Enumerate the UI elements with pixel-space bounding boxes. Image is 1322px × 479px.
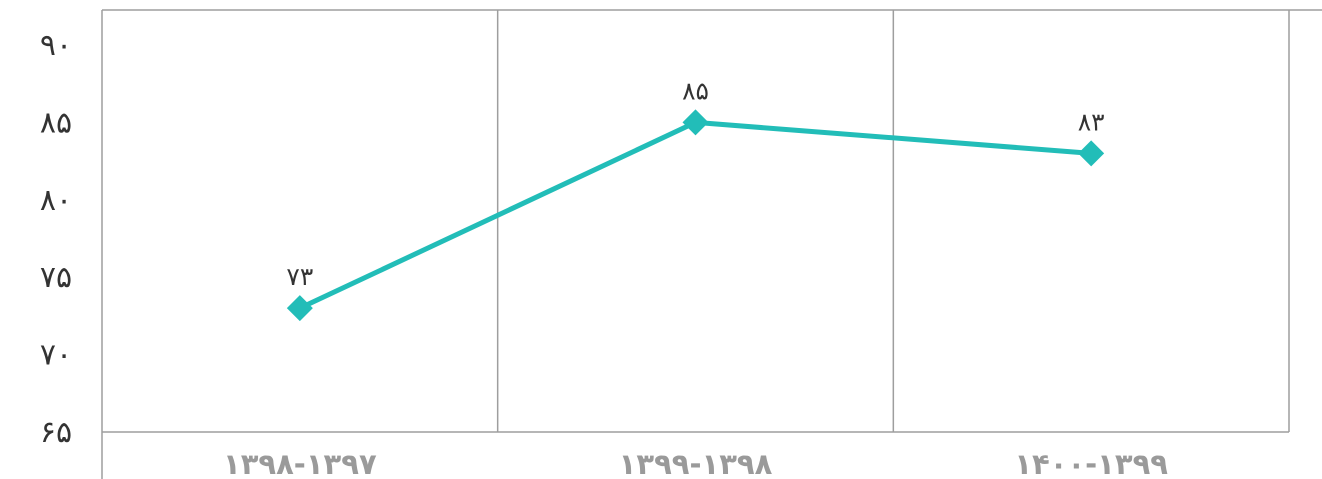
axes bbox=[101, 9, 1322, 479]
series-line bbox=[298, 119, 1092, 311]
data-point-diamond bbox=[286, 295, 313, 322]
data-label: ۸۵ bbox=[682, 76, 709, 105]
data-point-diamond bbox=[682, 109, 709, 136]
y-tick-label: ۷۵ bbox=[40, 260, 72, 295]
x-axis-ticks: ۱۳۹۸-۱۳۹۷ ۱۳۹۹-۱۳۹۸ ۱۴۰۰-۱۳۹۹ bbox=[223, 447, 1168, 479]
x-tick-label: ۱۳۹۸-۱۳۹۷ bbox=[223, 447, 377, 479]
data-point-diamond bbox=[1078, 140, 1105, 167]
grid-lines bbox=[496, 10, 895, 432]
y-tick-label: ۷۰ bbox=[40, 338, 72, 373]
y-tick-label: ۸۰ bbox=[40, 183, 72, 218]
data-label: ۸۳ bbox=[1078, 107, 1105, 136]
data-label: ۷۳ bbox=[286, 262, 313, 291]
y-tick-label: ۶۵ bbox=[40, 415, 72, 450]
x-tick-label: ۱۳۹۹-۱۳۹۸ bbox=[619, 447, 773, 479]
series-line-path bbox=[298, 119, 1092, 311]
y-tick-label: ۹۰ bbox=[40, 28, 72, 63]
data-points bbox=[286, 109, 1105, 322]
y-tick-label: ۸۵ bbox=[40, 105, 72, 140]
data-labels: ۷۳ ۸۵ ۸۳ bbox=[286, 76, 1104, 291]
y-axis-ticks: ۶۵ ۷۰ ۷۵ ۸۰ ۸۵ ۹۰ bbox=[40, 28, 72, 450]
x-tick-label: ۱۴۰۰-۱۳۹۹ bbox=[1014, 447, 1168, 479]
